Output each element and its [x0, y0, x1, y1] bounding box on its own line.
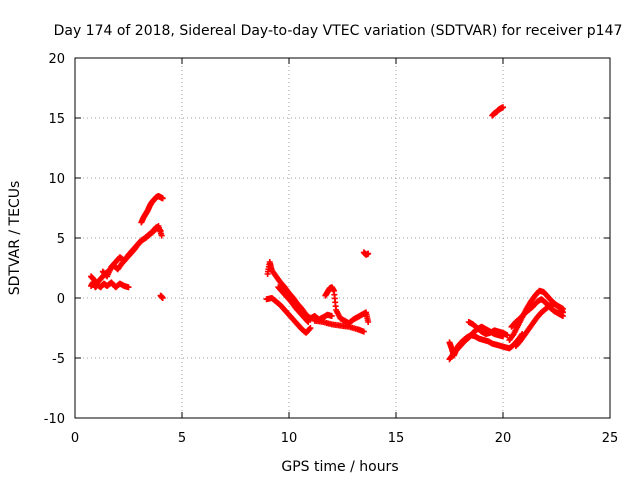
- data-point: [125, 284, 132, 291]
- series-arc-2e: [311, 317, 367, 335]
- y-tick-labels: -10 -5 0 5 10 15 20: [44, 52, 65, 427]
- data-point: [365, 319, 372, 325]
- data-point: [306, 325, 313, 332]
- x-tick-label: 20: [495, 431, 512, 446]
- x-tick-label: 10: [281, 431, 298, 446]
- data-point: [559, 313, 566, 319]
- data-point: [158, 232, 165, 239]
- data-point: [559, 305, 566, 312]
- y-tick-label: -10: [44, 412, 65, 427]
- x-axis-label: GPS time / hours: [281, 459, 398, 475]
- series-arc-2c: [275, 284, 312, 325]
- series-arc-1c: [99, 223, 165, 280]
- series-arc-2b: [263, 295, 314, 336]
- y-tick-label: 0: [57, 292, 65, 307]
- y-tick-label: -5: [52, 352, 65, 367]
- x-tick-label: 15: [388, 431, 405, 446]
- data-point: [305, 319, 312, 325]
- data-point: [159, 195, 166, 202]
- y-tick-label: 15: [48, 112, 65, 127]
- y-tick-label: 20: [48, 52, 65, 67]
- x-tick-label: 25: [602, 431, 619, 446]
- data-points: [88, 104, 566, 363]
- y-axis-label: SDTVAR / TECUs: [7, 181, 23, 296]
- series-arc-2f: [360, 249, 372, 258]
- data-point: [365, 250, 372, 257]
- series-arc-3g: [512, 301, 566, 349]
- axis-ticks: [74, 57, 611, 419]
- y-tick-label: 5: [57, 232, 65, 247]
- y-tick-label: 10: [48, 172, 65, 187]
- series-arc-1e: [157, 292, 166, 301]
- x-tick-labels: 0 5 10 15 20 25: [71, 431, 618, 446]
- series-arc-1b: [88, 279, 132, 291]
- gridlines: [75, 58, 610, 418]
- x-tick-label: 0: [71, 431, 79, 446]
- x-tick-label: 5: [178, 431, 186, 446]
- data-point: [304, 318, 311, 325]
- data-point: [360, 328, 367, 335]
- data-point: [504, 332, 511, 339]
- data-point: [500, 104, 506, 111]
- data-point: [159, 295, 166, 301]
- data-point: [328, 313, 335, 319]
- chart-title: Day 174 of 2018, Sidereal Day-to-day VTE…: [54, 23, 623, 39]
- series-arc-3d: [489, 104, 506, 119]
- series-arc-3c: [465, 319, 511, 339]
- series-arc-2d: [322, 284, 372, 327]
- series-arc-1d: [138, 193, 166, 226]
- data-point: [307, 325, 314, 331]
